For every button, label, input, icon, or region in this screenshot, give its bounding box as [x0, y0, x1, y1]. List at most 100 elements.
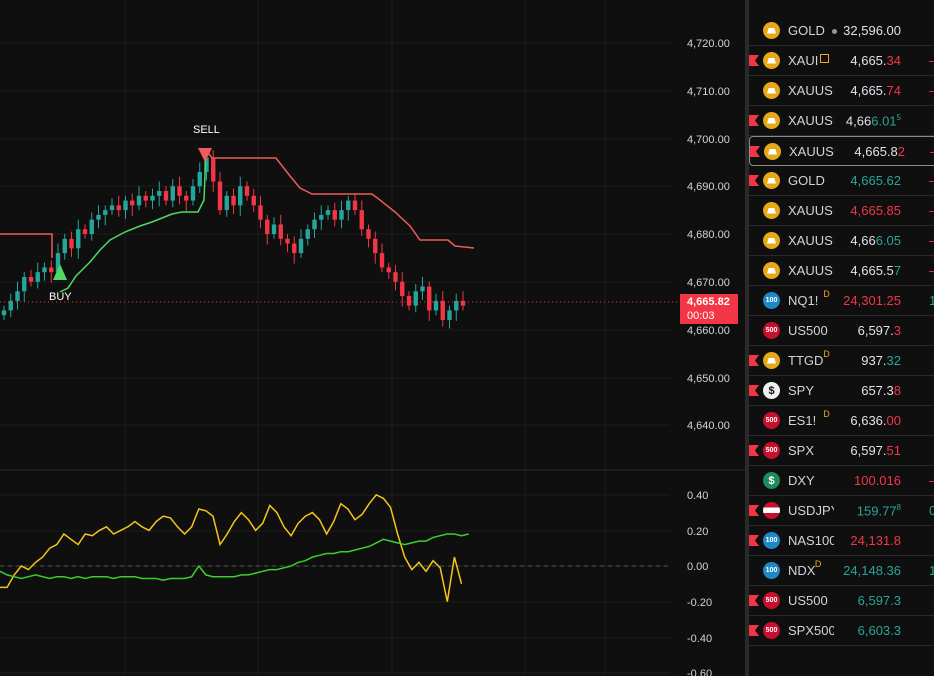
- price-axis-label: 4,690.00: [687, 181, 730, 193]
- last-price-tail: 00: [886, 413, 901, 428]
- last-price-main: 6,597.: [850, 443, 887, 458]
- candle-body: [109, 205, 115, 211]
- symbol-name: SPY: [788, 383, 815, 398]
- watchlist-row[interactable]: 500 SPX 6,597.51: [749, 436, 934, 466]
- red-flag-icon[interactable]: [749, 535, 759, 546]
- symbol-logo-icon: 500: [763, 442, 780, 459]
- candle-body: [352, 200, 358, 211]
- symbol-name: NAS100: [788, 533, 834, 548]
- watchlist-row[interactable]: GOLD 32,596.00: [749, 16, 934, 46]
- watchlist-row[interactable]: XAUUSI 4,666.015: [749, 106, 934, 136]
- symbol-name: ES1!: [788, 413, 817, 428]
- watchlist-row[interactable]: XAUUSI 4,665.74 –1(: [749, 76, 934, 106]
- candle-body: [312, 219, 317, 230]
- price-axis-label: 4,680.00: [687, 229, 730, 241]
- red-flag-icon[interactable]: [749, 385, 759, 396]
- candle-body: [143, 195, 148, 201]
- candle-body: [8, 300, 13, 311]
- candle-body: [35, 272, 40, 282]
- last-price-tail: 6.05: [875, 233, 901, 248]
- gold-bar-icon: [763, 232, 780, 249]
- last-price-tail: 7: [893, 263, 901, 278]
- last-price: 6,603.3: [858, 623, 901, 638]
- red-flag-icon[interactable]: [749, 625, 759, 636]
- watchlist-row[interactable]: XAUUSI 4,665.57 –: [749, 256, 934, 286]
- red-flag-icon[interactable]: [749, 355, 759, 366]
- change-value: –0: [929, 473, 934, 488]
- red-flag-icon[interactable]: [749, 505, 759, 516]
- red-flag-icon[interactable]: [750, 146, 760, 157]
- last-price-tail: 32: [886, 353, 901, 368]
- candle-body: [271, 224, 277, 234]
- osc-axis-label: 0.20: [687, 526, 708, 538]
- watchlist-row[interactable]: $ SPY 657.38: [749, 376, 934, 406]
- last-price-fraction: 5: [896, 113, 901, 122]
- last-price-tail: 74: [886, 83, 901, 98]
- watchlist-row[interactable]: GOLD 4,665.62 –: [749, 166, 934, 196]
- candle-body: [42, 267, 47, 273]
- pane-divider[interactable]: [745, 0, 749, 676]
- candle-body: [89, 219, 94, 234]
- price-axis-label: 4,700.00: [687, 134, 730, 146]
- last-price-fraction: 8: [896, 503, 901, 512]
- watchlist-row[interactable]: 100 NAS100 24,131.8: [749, 526, 934, 556]
- watchlist-row[interactable]: XAUUSI 4,665.85 –: [749, 196, 934, 226]
- red-flag-icon[interactable]: [749, 55, 759, 66]
- candle-body: [15, 291, 20, 301]
- gold-bar-icon: [763, 52, 780, 69]
- last-price-value: 4,665.85: [850, 203, 901, 218]
- watchlist-row[interactable]: XAUUSI 4,666.05 –: [749, 226, 934, 256]
- watchlist-row[interactable]: 100 NQ1! D 24,301.25 1: [749, 286, 934, 316]
- last-price: 6,597.3: [858, 323, 901, 338]
- watchlist-row[interactable]: XAUI 4,665.34 –: [749, 46, 934, 76]
- red-flag-icon[interactable]: [749, 595, 759, 606]
- red-flag-icon[interactable]: [749, 115, 759, 126]
- candle-body: [244, 186, 250, 196]
- symbol-name: GOLD: [788, 173, 825, 188]
- watchlist-row[interactable]: XAUUSI 4,665.82 –: [749, 136, 934, 166]
- price-axis-label: 4,660.00: [687, 325, 730, 337]
- last-price-value: 6,597.3: [857, 593, 901, 608]
- candle-body: [319, 214, 324, 220]
- sell-signal-label: SELL: [193, 124, 220, 136]
- symbol-logo-icon: 500: [763, 322, 780, 339]
- candle-body: [96, 214, 101, 220]
- watchlist-panel[interactable]: GOLD32,596.00XAUI4,665.34–XAUUSI4,665.74…: [749, 0, 934, 676]
- candle-body: [211, 157, 216, 182]
- symbol-name: US500: [788, 323, 828, 338]
- watchlist-row[interactable]: 500 ES1! D 6,636.00: [749, 406, 934, 436]
- change-value: –: [929, 53, 934, 68]
- red-flag-icon[interactable]: [749, 175, 759, 186]
- candle-body: [373, 238, 378, 254]
- edit-icon[interactable]: [820, 54, 829, 63]
- candle-body: [298, 238, 304, 254]
- watchlist-row[interactable]: TTGD D 937.32: [749, 346, 934, 376]
- candle-body: [427, 286, 432, 311]
- symbol-name: US500: [788, 593, 828, 608]
- watchlist-row[interactable]: USDJPY 159.778 0: [749, 496, 934, 526]
- change-value: –: [929, 263, 934, 278]
- price-chart[interactable]: 4,720.00 4,710.00 4,700.00 4,690.00 4,680.00…: [0, 0, 745, 676]
- candle-body: [150, 195, 155, 201]
- candle-body: [379, 253, 385, 268]
- last-price: 4,665.82: [854, 144, 905, 159]
- last-price-tail: 3: [893, 323, 901, 338]
- red-flag-icon[interactable]: [749, 445, 759, 456]
- symbol-name: XAUUSI: [788, 83, 834, 98]
- candle-body: [116, 205, 121, 211]
- watchlist-row[interactable]: 500 SPX500 6,603.3: [749, 616, 934, 646]
- last-price-value: 6,603.3: [857, 623, 901, 638]
- last-price: 6,597.51: [850, 443, 901, 458]
- candle-body: [1, 310, 7, 316]
- candle-body: [130, 200, 135, 206]
- symbol-name: NQ1!: [788, 293, 819, 308]
- buy-signal-label: BUY: [49, 291, 72, 303]
- watchlist-row[interactable]: 500 US500 6,597.3: [749, 586, 934, 616]
- last-price: 32,596.00: [830, 23, 901, 38]
- chart-pane[interactable]: 4,720.00 4,710.00 4,700.00 4,690.00 4,680.00…: [0, 0, 745, 676]
- watchlist-row[interactable]: $ DXY 100.016 –0: [749, 466, 934, 496]
- last-price-main: 4,665.: [850, 83, 887, 98]
- watchlist-row[interactable]: 500 US500 6,597.3: [749, 316, 934, 346]
- bar-countdown: 00:03: [687, 310, 715, 322]
